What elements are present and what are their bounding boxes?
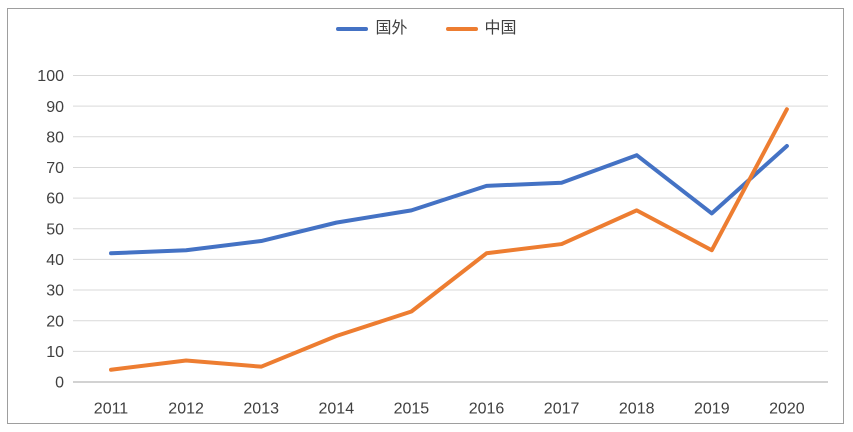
x-axis-tick-label: 2013 (243, 401, 279, 418)
legend-line-swatch-china (445, 27, 478, 31)
x-axis-tick-label: 2018 (619, 401, 655, 418)
x-axis-tick-label: 2017 (544, 401, 580, 418)
x-axis-tick-label: 2019 (694, 401, 730, 418)
y-axis-tick-label: 0 (55, 375, 64, 392)
y-axis-tick-label: 100 (37, 68, 64, 85)
x-axis-tick-label: 2020 (769, 401, 805, 418)
y-axis-tick-label: 80 (46, 129, 64, 146)
legend-label-foreign: 国外 (375, 20, 408, 37)
x-axis-tick-label: 2012 (168, 401, 204, 418)
legend-item-foreign: 国外 (336, 20, 408, 37)
legend-item-china: 中国 (445, 20, 517, 37)
x-axis-tick-label: 2014 (319, 401, 355, 418)
y-axis-tick-label: 40 (46, 252, 64, 269)
legend-line-swatch-foreign (336, 27, 369, 31)
y-axis-tick-label: 50 (46, 221, 64, 238)
series-line-0 (109, 143, 789, 256)
x-axis-tick-label: 2016 (469, 401, 505, 418)
y-axis-tick-label: 90 (46, 99, 64, 116)
y-axis-tick-label: 60 (46, 191, 64, 208)
chart-legend: 国外 中国 (0, 21, 853, 37)
x-axis-tick-label: 2015 (394, 401, 430, 418)
y-axis-tick-label: 30 (46, 283, 64, 300)
legend-label-china: 中国 (484, 20, 517, 37)
chart-frame (7, 8, 844, 424)
y-axis-tick-label: 10 (46, 344, 64, 361)
y-axis-tick-label: 70 (46, 160, 64, 177)
series-line-1 (109, 107, 789, 372)
x-axis-tick-label: 2011 (94, 401, 129, 418)
y-axis-tick-label: 20 (46, 313, 64, 330)
